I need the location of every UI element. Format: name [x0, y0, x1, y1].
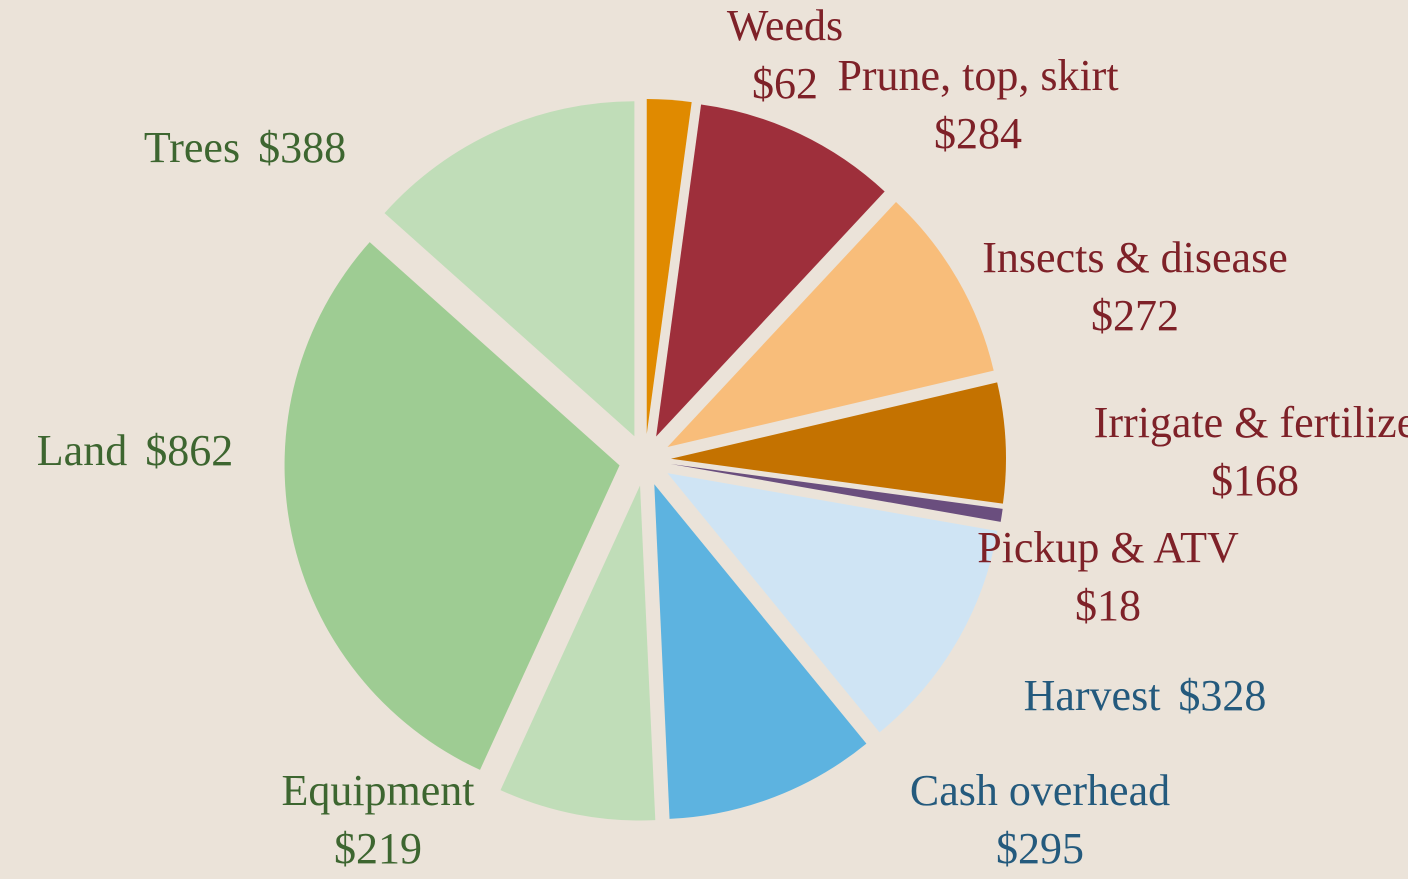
- slice-value: $62: [752, 59, 818, 108]
- pie-slice: [670, 382, 1006, 504]
- slice-label: Trees $388: [144, 123, 346, 172]
- slice-label: Weeds $62: [727, 1, 843, 108]
- slice-value: $219: [334, 824, 422, 873]
- pie-slice: [384, 101, 635, 437]
- slice-value: $388: [258, 123, 346, 172]
- slice-value: $862: [145, 426, 233, 475]
- pie-slice: [667, 473, 998, 733]
- pie-slice: [284, 242, 620, 770]
- pie-slice: [646, 99, 692, 435]
- slice-label: Land $862: [37, 426, 233, 475]
- pie-slice: [654, 484, 867, 819]
- slice-value: $284: [934, 109, 1022, 158]
- slice-name: Equipment: [281, 766, 474, 815]
- pie-slice: [670, 463, 1003, 522]
- slice-name: Irrigate & fertilize: [1094, 398, 1408, 447]
- slice-label: Equipment $219: [281, 766, 474, 873]
- pie-slice: [500, 485, 656, 821]
- pie-slice: [667, 202, 994, 447]
- slice-value: $328: [1178, 671, 1266, 720]
- slice-value: $295: [996, 824, 1084, 873]
- slice-label: Cash overhead $295: [910, 766, 1170, 873]
- slice-label: Insects & disease $272: [982, 233, 1287, 340]
- slice-value: $18: [1075, 581, 1141, 630]
- slice-label: Prune, top, skirt $284: [837, 51, 1118, 158]
- slice-name: Weeds: [727, 1, 843, 50]
- slice-name: Harvest: [1024, 671, 1161, 720]
- slice-value: $168: [1211, 456, 1299, 505]
- slice-value: $272: [1091, 291, 1179, 340]
- slice-label: Pickup & ATV $18: [977, 523, 1239, 630]
- slice-label: Irrigate & fertilize $168: [1094, 398, 1408, 505]
- pie-slice: [656, 104, 885, 437]
- slice-name: Trees: [144, 123, 240, 172]
- slice-label: Harvest $328: [1024, 671, 1267, 720]
- slice-name: Pickup & ATV: [977, 523, 1239, 572]
- slice-name: Prune, top, skirt: [837, 51, 1118, 100]
- slice-name: Land: [37, 426, 127, 475]
- slice-name: Insects & disease: [982, 233, 1287, 282]
- slice-name: Cash overhead: [910, 766, 1170, 815]
